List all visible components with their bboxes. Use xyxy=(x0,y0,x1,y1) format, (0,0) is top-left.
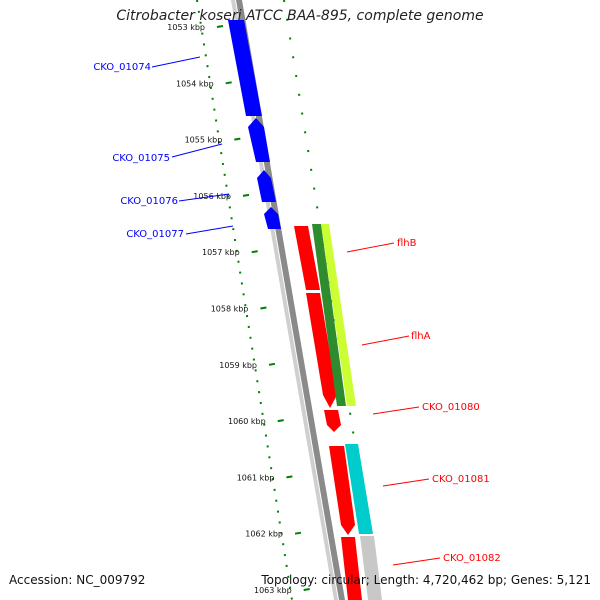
ruler-tick-label: 1057 kbp xyxy=(202,248,240,257)
leader-flhb xyxy=(346,242,395,253)
ruler-line-inner xyxy=(196,0,293,600)
gene-cko-01082[interactable] xyxy=(341,537,362,600)
gene-cko-01075[interactable] xyxy=(248,118,270,162)
gene-flha[interactable] xyxy=(306,293,337,408)
gene-cko-01074[interactable] xyxy=(228,20,262,116)
label-cko-01077[interactable]: CKO_01077 xyxy=(126,229,184,240)
ruler-tick-label: 1053 kbp xyxy=(167,23,205,32)
leader-cko-01076 xyxy=(178,193,230,202)
ruler-major-tick xyxy=(268,362,276,366)
gene-cko-01081[interactable] xyxy=(329,446,355,535)
ruler-tick-label: 1062 kbp xyxy=(245,530,283,539)
track-flha-dark xyxy=(312,224,346,406)
gene-cko-01077[interactable] xyxy=(264,207,281,229)
gene-cko-01080[interactable] xyxy=(324,410,341,432)
genome-title: Citrobacter koseri ATCC BAA-895, complet… xyxy=(116,8,484,24)
label-cko-01082[interactable]: CKO_01082 xyxy=(443,553,501,564)
ruler-major-tick xyxy=(225,81,232,85)
leader-flha xyxy=(361,335,410,346)
label-cko-01080[interactable]: CKO_01080 xyxy=(422,402,480,413)
label-cko-01075[interactable]: CKO_01075 xyxy=(112,153,170,164)
track-cko-01081-overlay xyxy=(345,444,373,534)
leader-cko-01077 xyxy=(185,225,234,235)
ruler-major-tick xyxy=(242,193,250,197)
ruler-major-tick xyxy=(234,137,241,141)
ruler-tick-label: 1063 kbp xyxy=(254,586,292,595)
label-flha[interactable]: flhA xyxy=(411,331,431,342)
leader-cko-01075 xyxy=(171,143,223,158)
ruler-tick-label: 1055 kbp xyxy=(185,136,223,145)
leader-cko-01082 xyxy=(392,557,441,566)
ruler-tick-label: 1054 kbp xyxy=(176,79,214,88)
label-cko-01076[interactable]: CKO_01076 xyxy=(120,196,178,207)
ruler-major-tick xyxy=(294,531,302,535)
leader-cko-01074 xyxy=(151,56,201,68)
ruler-major-tick xyxy=(260,306,267,310)
track-flha-light xyxy=(321,224,356,406)
accession-text: Accession: NC_009792 xyxy=(9,573,146,587)
gene-flhb[interactable] xyxy=(294,226,320,290)
ruler-major-tick xyxy=(251,250,258,254)
ruler-tick-label: 1061 kbp xyxy=(237,473,275,482)
ruler-major-tick xyxy=(286,475,293,479)
ruler-tick-label: 1060 kbp xyxy=(228,417,266,426)
gene-cko-01076[interactable] xyxy=(257,170,276,202)
ruler-tick-label: 1058 kbp xyxy=(211,305,249,314)
label-flhb[interactable]: flhB xyxy=(397,238,417,249)
genome-summary: Topology: circular; Length: 4,720,462 bp… xyxy=(261,573,591,587)
track-cko-01082-overlay xyxy=(360,536,382,600)
label-cko-01081[interactable]: CKO_01081 xyxy=(432,474,490,485)
leader-cko-01080 xyxy=(372,406,420,415)
ruler-major-tick xyxy=(277,419,284,423)
ruler-major-tick xyxy=(216,25,224,28)
ruler-major-tick xyxy=(303,588,310,591)
ruler-tick-label: 1059 kbp xyxy=(219,361,257,370)
leader-cko-01081 xyxy=(382,478,430,487)
label-cko-01074[interactable]: CKO_01074 xyxy=(93,62,151,73)
